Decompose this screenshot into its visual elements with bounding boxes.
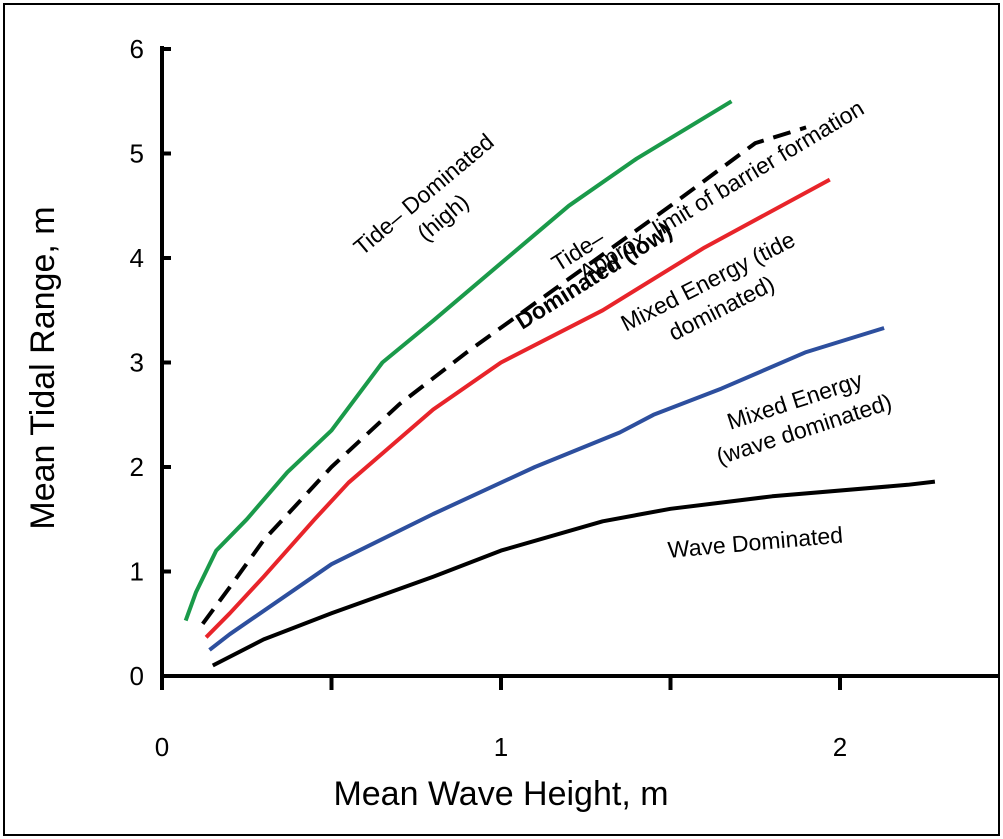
x-axis-title: Mean Wave Height, m [333, 775, 668, 813]
series-line-5 [211, 479, 936, 668]
y-tick-label: 2 [130, 452, 144, 482]
y-tick-label: 0 [130, 661, 144, 691]
series-line-2 [201, 125, 807, 625]
chart-border [3, 3, 1000, 836]
axes-layer: 0 1 2 3 4 5 6 0 1 2 Mean Wave Height, m Mean Tidal … [24, 34, 998, 813]
y-tick-label: 6 [130, 34, 144, 64]
y-tick-label: 5 [130, 139, 144, 169]
series-line-3 [204, 177, 831, 639]
series-line-4 [208, 326, 885, 652]
y-tick-label: 3 [130, 348, 144, 378]
series-line-1 [183, 99, 733, 622]
x-tick-label: 2 [833, 732, 847, 762]
curves-layer [183, 99, 936, 668]
x-tick-label: 1 [494, 732, 508, 762]
y-tick-label: 1 [130, 557, 144, 587]
y-tick-label: 4 [130, 243, 144, 273]
x-tick-label: 0 [155, 732, 169, 762]
y-axis-title: Mean Tidal Range, m [24, 206, 62, 529]
